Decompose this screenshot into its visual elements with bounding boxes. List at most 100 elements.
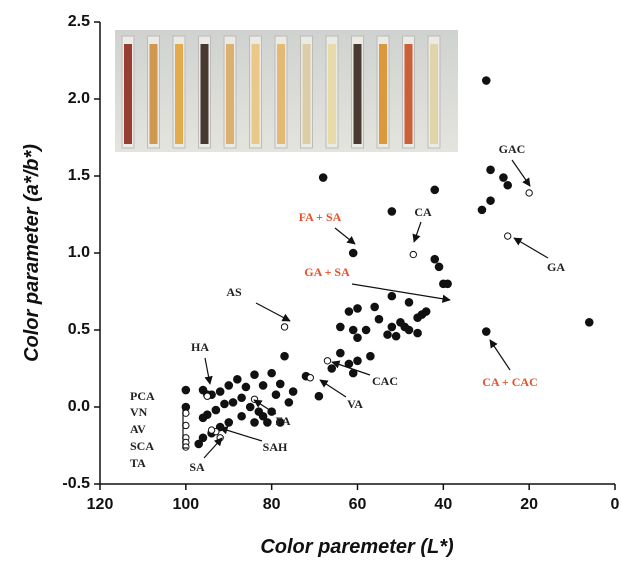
point — [250, 418, 259, 427]
point — [404, 325, 414, 335]
open-point — [323, 357, 332, 365]
annotation-arrow — [513, 237, 549, 259]
point — [288, 387, 298, 396]
annotation: SCA — [130, 439, 154, 453]
tube-liquid — [302, 44, 311, 144]
point — [220, 399, 229, 409]
tube-liquid — [124, 44, 132, 144]
tube-liquid — [430, 44, 438, 144]
point — [374, 314, 384, 324]
annotation: SA — [189, 460, 205, 474]
y-tick-label: -0.5 — [62, 475, 90, 492]
point — [486, 196, 495, 205]
tube-liquid — [226, 44, 234, 144]
point — [413, 328, 422, 338]
annotation-arrow — [334, 227, 356, 245]
point — [280, 351, 289, 361]
open-point — [525, 189, 533, 197]
annotation: GA — [547, 260, 565, 274]
point — [387, 207, 397, 216]
point — [318, 173, 328, 182]
point — [224, 381, 234, 390]
x-tick-label: 100 — [172, 496, 199, 513]
point — [430, 254, 440, 264]
point — [361, 325, 371, 335]
annotation-arrow — [331, 360, 371, 376]
point — [344, 307, 354, 316]
annotation: HA — [191, 340, 209, 354]
point — [391, 331, 401, 341]
x-tick-label: 60 — [349, 496, 367, 513]
point — [499, 173, 508, 182]
y-tick-label: 0.5 — [68, 321, 90, 338]
point — [370, 302, 379, 312]
annotation-arrow — [219, 426, 263, 442]
point — [314, 391, 324, 401]
tube-liquid — [328, 44, 336, 144]
point — [503, 180, 513, 190]
point — [233, 374, 242, 384]
point — [245, 402, 255, 412]
point — [387, 291, 397, 301]
annotation: PCA — [130, 389, 155, 403]
y-tick-label: 1.5 — [68, 167, 90, 184]
annotation: FA — [275, 414, 290, 428]
annotation-arrow — [319, 379, 347, 398]
point — [284, 398, 294, 407]
open-point — [306, 374, 314, 382]
point — [181, 385, 191, 395]
annotation: GA + SA — [304, 265, 350, 279]
x-tick-label: 120 — [87, 496, 114, 513]
tube-liquid — [379, 44, 387, 144]
point — [267, 368, 276, 378]
open-point — [280, 323, 289, 331]
point — [263, 418, 272, 427]
annotation: VA — [347, 397, 363, 411]
annotation-arrow — [489, 339, 511, 371]
point — [215, 387, 225, 396]
point — [275, 418, 285, 427]
annotation: GAC — [499, 142, 526, 156]
tube-liquid — [353, 44, 362, 144]
open-point — [409, 250, 417, 259]
point — [237, 393, 246, 403]
point — [404, 297, 414, 307]
point — [387, 322, 397, 332]
point — [366, 351, 375, 361]
x-tick-label: 80 — [263, 496, 281, 513]
point — [348, 325, 358, 335]
point — [211, 405, 221, 415]
annotation-arrow — [255, 302, 291, 322]
point — [477, 205, 487, 215]
open-point — [203, 392, 211, 400]
annotation: CAC — [372, 374, 398, 388]
point — [383, 330, 392, 339]
y-tick-label: 2.5 — [68, 13, 90, 30]
annotation-arrow — [351, 283, 451, 303]
y-tick-label: 0.0 — [68, 398, 90, 415]
annotation: AS — [226, 285, 242, 299]
sample-photo — [115, 30, 458, 152]
point — [228, 398, 238, 407]
x-tick-label: 20 — [520, 496, 538, 513]
point — [194, 439, 204, 449]
point — [271, 390, 281, 399]
open-point — [207, 426, 216, 434]
point — [258, 411, 268, 421]
point — [353, 333, 362, 343]
point — [224, 418, 234, 427]
tube-liquid — [404, 44, 413, 144]
annotation: VN — [130, 405, 148, 419]
point — [258, 381, 268, 390]
point — [275, 379, 285, 389]
point — [241, 382, 251, 392]
annotation: CA — [414, 205, 432, 219]
point — [198, 413, 208, 423]
annotation-arrow — [253, 399, 277, 415]
point — [434, 262, 444, 272]
point — [443, 279, 452, 289]
point — [481, 327, 491, 336]
tube-liquid — [277, 44, 285, 144]
point — [486, 165, 495, 175]
